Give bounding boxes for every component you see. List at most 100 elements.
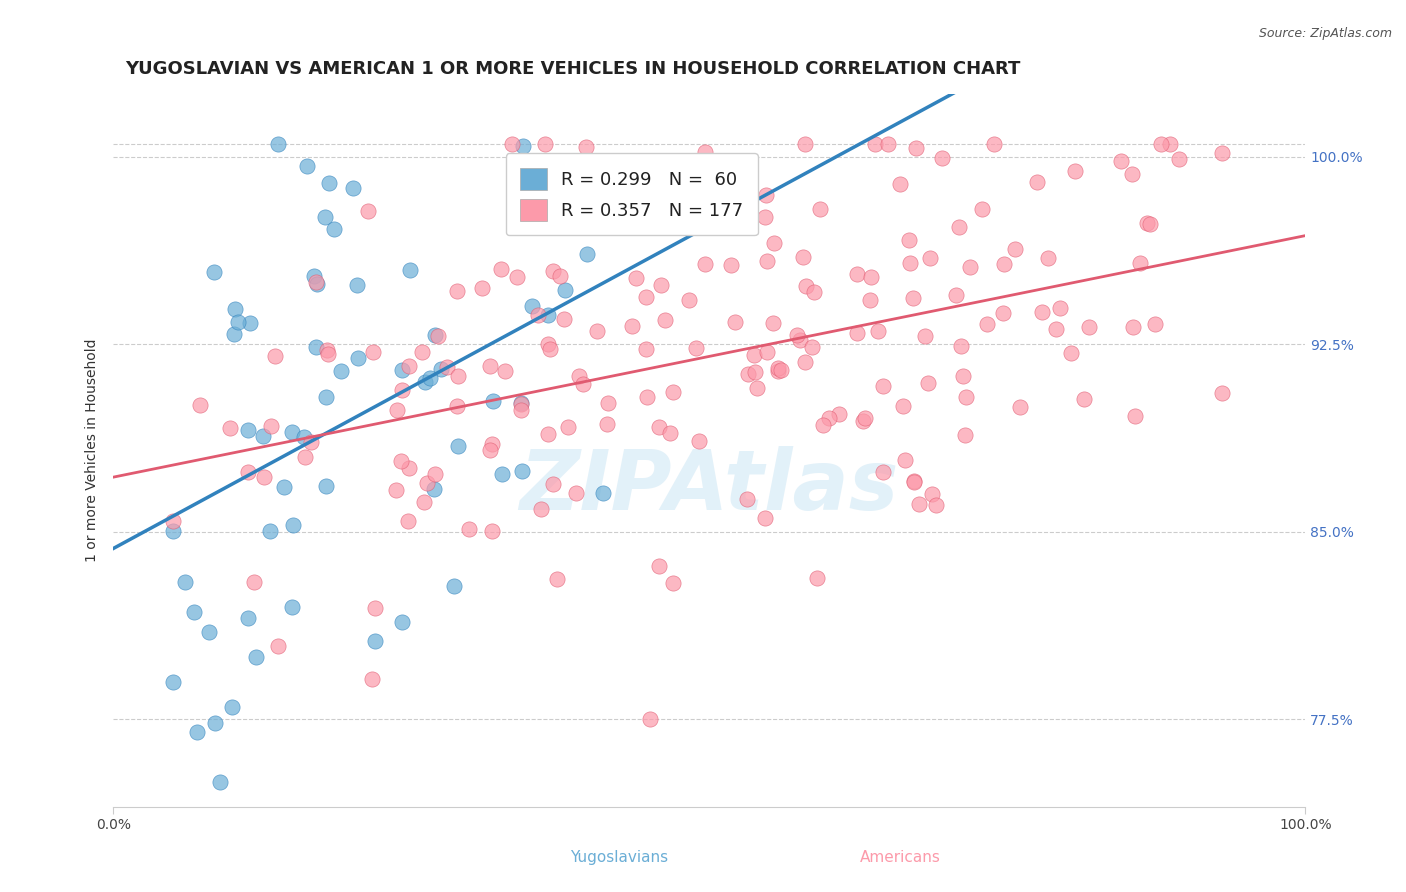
Point	[755, 344, 778, 359]
Point	[315, 478, 337, 492]
Point	[811, 417, 834, 432]
Point	[329, 364, 352, 378]
Point	[162, 524, 184, 539]
Point	[678, 293, 700, 307]
Point	[796, 279, 818, 293]
Point	[993, 257, 1015, 271]
Point	[447, 368, 470, 383]
Point	[263, 349, 285, 363]
Point	[769, 362, 792, 376]
Point	[190, 398, 212, 412]
Point	[931, 151, 953, 165]
Point	[209, 774, 232, 789]
Point	[253, 470, 276, 484]
Point	[267, 137, 290, 152]
Point	[903, 474, 925, 488]
Point	[1150, 137, 1173, 152]
Point	[236, 466, 259, 480]
Point	[568, 369, 591, 384]
Point	[737, 367, 759, 381]
Point	[1064, 164, 1087, 178]
Point	[302, 268, 325, 283]
Point	[457, 522, 479, 536]
Point	[398, 359, 420, 373]
Point	[481, 524, 503, 538]
Point	[572, 377, 595, 392]
Point	[224, 327, 246, 342]
Point	[793, 137, 815, 152]
Point	[803, 285, 825, 299]
Point	[183, 605, 205, 619]
Point	[662, 576, 685, 591]
Point	[592, 486, 614, 500]
Point	[845, 267, 868, 281]
Point	[952, 369, 974, 384]
Point	[443, 578, 465, 592]
Point	[510, 397, 533, 411]
Point	[756, 254, 779, 268]
Point	[1073, 392, 1095, 406]
Point	[506, 270, 529, 285]
Point	[1211, 386, 1233, 401]
Point	[766, 364, 789, 378]
Point	[585, 324, 607, 338]
Point	[903, 475, 925, 489]
Point	[972, 202, 994, 217]
Point	[754, 211, 776, 225]
Point	[510, 396, 533, 410]
Point	[364, 601, 387, 615]
Point	[385, 483, 408, 497]
Point	[859, 270, 882, 285]
Point	[281, 425, 304, 440]
Point	[1125, 409, 1147, 423]
Point	[533, 137, 555, 152]
Point	[553, 311, 575, 326]
Point	[1167, 152, 1189, 166]
Point	[281, 599, 304, 614]
Point	[259, 524, 281, 538]
Point	[650, 277, 672, 292]
Point	[801, 340, 824, 354]
Point	[541, 476, 564, 491]
Point	[620, 318, 643, 333]
Point	[347, 351, 370, 366]
Point	[872, 465, 894, 479]
Point	[889, 178, 911, 192]
Y-axis label: 1 or more Vehicles in Household: 1 or more Vehicles in Household	[86, 339, 100, 562]
Point	[162, 674, 184, 689]
Point	[794, 355, 817, 369]
Point	[638, 712, 661, 726]
Point	[1004, 243, 1026, 257]
Point	[316, 343, 339, 358]
Point	[202, 265, 225, 279]
Point	[537, 308, 560, 322]
Point	[494, 364, 516, 378]
Point	[792, 250, 814, 264]
Point	[305, 275, 328, 289]
Point	[866, 324, 889, 338]
Point	[905, 141, 928, 155]
Point	[301, 434, 323, 449]
Point	[357, 204, 380, 219]
Point	[693, 145, 716, 159]
Point	[426, 329, 449, 343]
Point	[430, 361, 453, 376]
Point	[789, 334, 811, 348]
Point	[662, 384, 685, 399]
Point	[419, 371, 441, 385]
Point	[538, 342, 561, 356]
Point	[976, 317, 998, 331]
Point	[446, 439, 468, 453]
Point	[1036, 251, 1059, 265]
Point	[737, 491, 759, 506]
Point	[537, 427, 560, 442]
Point	[744, 365, 766, 379]
Point	[396, 514, 419, 528]
Point	[959, 260, 981, 274]
Point	[342, 181, 364, 195]
Point	[920, 251, 942, 265]
Point	[224, 301, 246, 316]
Point	[1045, 322, 1067, 336]
Point	[413, 375, 436, 389]
Point	[1139, 217, 1161, 231]
